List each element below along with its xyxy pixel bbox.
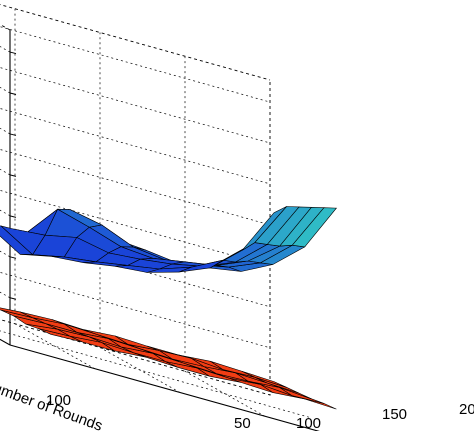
x-tick-label-50: 50: [234, 415, 251, 431]
z-tick-6: [9, 51, 17, 55]
z-tick-2: [9, 215, 17, 218]
y-tick-label-100: 100: [46, 392, 71, 409]
grid-line-y-0: [0, 330, 311, 418]
x-tick-label-100: 100: [296, 415, 321, 431]
grid-line-x-1: [99, 32, 181, 393]
z-tick-4: [9, 133, 17, 136]
x-tick-label-150: 150: [382, 406, 407, 423]
grid-line-z-4: [0, 108, 271, 185]
z-tick-1: [9, 256, 17, 259]
z-tick-3: [9, 174, 17, 177]
x-axis-line: [9, 344, 320, 431]
x-tick-label-200: 200: [459, 401, 474, 418]
grid-line-z-5: [0, 67, 271, 144]
axes-box: [0, 4, 320, 431]
blue-surface-patch-0-8: [242, 206, 287, 251]
back-frame: [0, 80, 271, 396]
red-surface-patch-0-8: [242, 371, 287, 388]
blue-surface: [0, 206, 338, 273]
red-surface: [0, 307, 337, 410]
red-surface-patch-4-8: [292, 395, 337, 410]
grid-line-x-2: [184, 56, 266, 417]
y-axis-line: [0, 338, 11, 346]
grid-line-z-3: [0, 149, 271, 226]
y-axis-label: Number of Rounds: [0, 376, 105, 431]
axis-ticks: [9, 51, 17, 300]
z-tick-0: [9, 297, 17, 300]
z-tick-5: [9, 92, 17, 95]
top-frame: [0, 4, 271, 81]
grid-line-z-6: [0, 26, 271, 103]
